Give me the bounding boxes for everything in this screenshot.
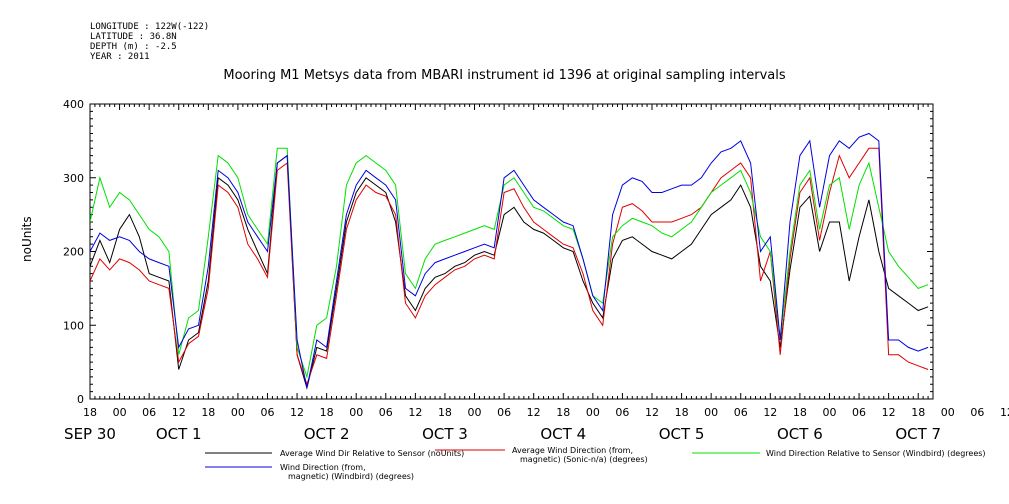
- series-line-3: [90, 147, 929, 379]
- plot-frame: [89, 103, 934, 400]
- date-label: OCT 2: [304, 425, 350, 443]
- x-tick-label: 18: [83, 406, 97, 419]
- x-tick-label: 00: [586, 406, 600, 419]
- x-tick-label: 18: [438, 406, 452, 419]
- x-tick-label: 18: [556, 406, 570, 419]
- series-line-2: [90, 147, 929, 386]
- meta-latitude: LATITUDE : 36.8N: [90, 32, 177, 42]
- chart-title: Mooring M1 Metsys data from MBARI instru…: [223, 68, 786, 83]
- x-tick-label: 06: [142, 406, 156, 419]
- x-tick-label: 06: [852, 406, 866, 419]
- x-tick-label: 18: [320, 406, 334, 419]
- x-tick-label: 00: [822, 406, 836, 419]
- x-tick-label: 12: [882, 406, 896, 419]
- x-tick-label: 06: [379, 406, 393, 419]
- y-tick-label: 0: [77, 393, 84, 406]
- x-tick-label: 12: [290, 406, 304, 419]
- x-tick-label: 00: [349, 406, 363, 419]
- legend-label-2: Average Wind Direction (from,: [512, 446, 633, 455]
- date-label: OCT 4: [540, 425, 586, 443]
- x-tick-label: 00: [113, 406, 127, 419]
- series-line-4: [90, 132, 929, 389]
- legend-label-4-line2: magnetic) (Windbird) (degrees): [288, 472, 414, 481]
- date-label: OCT 5: [659, 425, 705, 443]
- x-tick-label: 18: [201, 406, 215, 419]
- legend-label-1: Average Wind Dir Relative to Sensor (noU…: [280, 449, 464, 458]
- x-tick-label: 12: [172, 406, 186, 419]
- x-tick-label: 06: [970, 406, 984, 419]
- x-tick-label: 00: [468, 406, 482, 419]
- date-label: OCT 3: [422, 425, 468, 443]
- y-tick-label: 200: [63, 246, 84, 259]
- x-tick-label: 12: [1000, 406, 1009, 419]
- date-label: SEP 30: [64, 425, 116, 443]
- series-line-1: [90, 154, 929, 390]
- x-tick-label: 00: [231, 406, 245, 419]
- x-tick-label: 12: [408, 406, 422, 419]
- x-tick-label: 06: [734, 406, 748, 419]
- legend-label-4: Wind Direction (from,: [280, 463, 366, 472]
- meta-longitude: LONGITUDE : 122W(-122): [90, 22, 210, 32]
- x-tick-label: 18: [911, 406, 925, 419]
- y-tick-label: 100: [63, 319, 84, 332]
- y-tick-label: 300: [63, 172, 84, 185]
- x-tick-label: 12: [645, 406, 659, 419]
- x-tick-label: 18: [675, 406, 689, 419]
- meta-year: YEAR : 2011: [90, 52, 150, 62]
- date-label: OCT 6: [777, 425, 823, 443]
- x-tick-label: 06: [260, 406, 274, 419]
- x-tick-label: 06: [615, 406, 629, 419]
- legend-label-3: Wind Direction Relative to Sensor (Windb…: [766, 449, 986, 458]
- x-tick-label: 18: [793, 406, 807, 419]
- x-tick-label: 00: [941, 406, 955, 419]
- meta-depth: DEPTH (m) : -2.5: [90, 42, 177, 52]
- y-tick-label: 400: [63, 98, 84, 111]
- x-tick-label: 00: [704, 406, 718, 419]
- legend-label-2-line2: magnetic) (Sonic-n/a) (degrees): [520, 455, 648, 464]
- x-tick-label: 12: [763, 406, 777, 419]
- date-label: OCT 1: [156, 425, 202, 443]
- x-tick-label: 06: [497, 406, 511, 419]
- x-tick-label: 12: [527, 406, 541, 419]
- date-label: OCT 7: [895, 425, 941, 443]
